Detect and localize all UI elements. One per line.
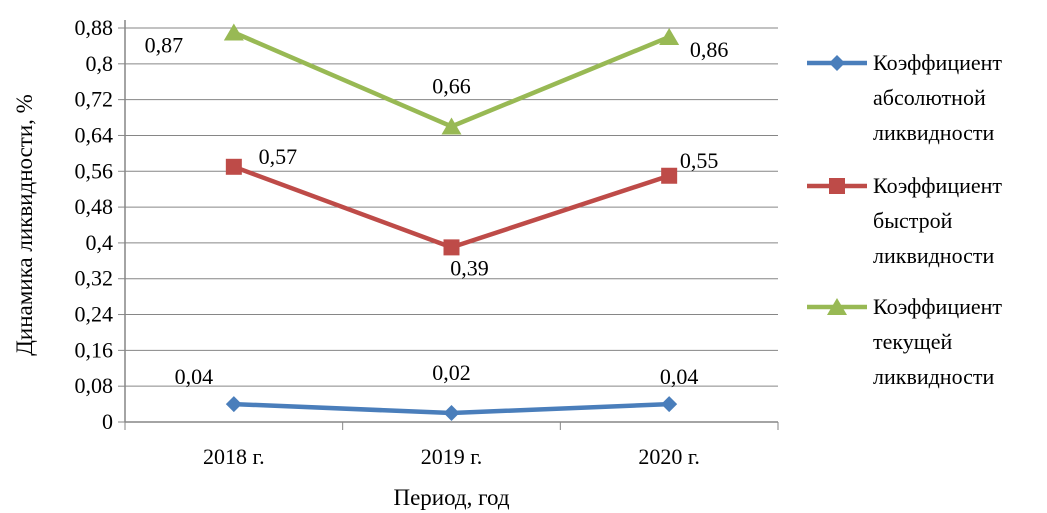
legend-label: ликвидности — [873, 243, 994, 268]
legend-label: ликвидности — [873, 364, 994, 389]
y-tick-labels: 0 0,08 0,16 0,24 0,32 0,4 0,48 0,56 0,64 0,72 0,8 0… — [75, 15, 114, 434]
legend-swatch-marker — [829, 178, 845, 194]
x-tick-labels: 2018 г. 2019 г. 2020 г. — [203, 444, 700, 469]
x-tick-label: 2019 г. — [421, 444, 483, 469]
y-tick-label: 0 — [102, 409, 113, 434]
y-axis-title: Динамика ликвидности, % — [12, 94, 37, 356]
data-point-marker — [225, 158, 242, 175]
y-tick-label: 0,72 — [75, 87, 114, 112]
data-point-marker — [443, 405, 460, 422]
data-point-marker — [659, 27, 680, 45]
legend-label: текущей — [873, 329, 952, 354]
legend-label: Коэффициент — [873, 173, 1002, 198]
data-label: 0,87 — [145, 32, 184, 57]
data-label: 0,39 — [450, 255, 489, 280]
data-label: 0,02 — [432, 360, 471, 385]
y-tick-label: 0,16 — [75, 337, 114, 362]
y-tick-label: 0,4 — [86, 230, 114, 255]
y-tick-label: 0,56 — [75, 158, 114, 183]
y-tick-label: 0,32 — [75, 266, 114, 291]
data-point-marker — [223, 23, 244, 41]
y-tick-label: 0,88 — [75, 15, 114, 40]
x-tick-label: 2018 г. — [203, 444, 265, 469]
y-tick-label: 0,08 — [75, 373, 114, 398]
data-point-marker — [441, 117, 462, 135]
data-label: 0,04 — [175, 364, 214, 389]
legend-label: Коэффициент — [873, 294, 1002, 319]
axes — [124, 20, 778, 423]
legend-swatch-marker — [829, 55, 845, 71]
legend-label: абсолютной — [873, 85, 986, 110]
x-tick-label: 2020 г. — [638, 444, 700, 469]
y-tick-label: 0,8 — [86, 51, 114, 76]
data-label: 0,86 — [690, 37, 729, 62]
data-labels: 0,04 0,02 0,04 0,57 0,39 0,55 0,87 0,66 0,86 — [145, 32, 729, 389]
legend-label: быстрой — [873, 208, 953, 233]
y-tick-label: 0,24 — [75, 302, 114, 327]
legend: Коэффициент абсолютной ликвидности Коэффици… — [807, 50, 1002, 389]
legend-label: Коэффициент — [873, 50, 1002, 75]
legend-swatch-marker — [827, 298, 847, 315]
data-label: 0,55 — [680, 148, 719, 173]
data-point-marker — [661, 167, 678, 184]
y-tick-label: 0,64 — [75, 122, 114, 147]
data-point-marker — [661, 396, 678, 413]
data-point-marker — [225, 396, 242, 413]
y-tick-label: 0,48 — [75, 194, 114, 219]
data-label: 0,66 — [432, 74, 471, 99]
data-point-marker — [443, 239, 460, 256]
data-label: 0,57 — [259, 144, 298, 169]
legend-label: ликвидности — [873, 120, 994, 145]
x-axis-title: Период, год — [393, 485, 509, 510]
series-layer — [223, 23, 680, 422]
data-label: 0,04 — [660, 364, 699, 389]
